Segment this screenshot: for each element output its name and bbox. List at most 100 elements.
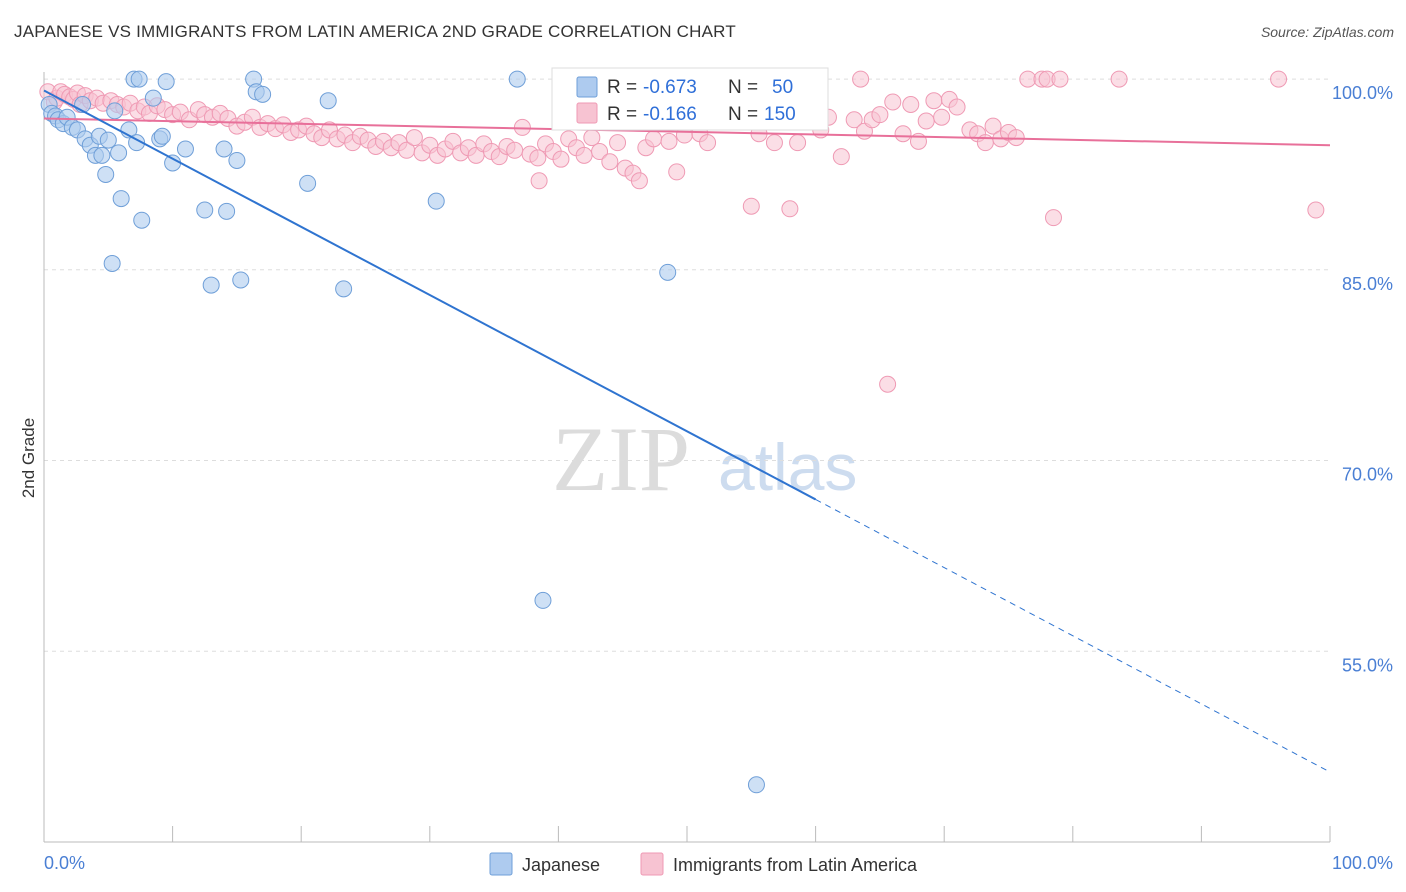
- japanese-point: [335, 280, 353, 298]
- japanese-trend-line: [43, 89, 817, 501]
- japanese-point: [508, 70, 526, 88]
- stats-legend: R = -0.673 N = 50 R = -0.166 N = 150: [551, 67, 829, 131]
- source-credit: Source: ZipAtlas.com: [1260, 24, 1394, 40]
- japanese-point: [153, 127, 171, 145]
- trend-lines: [43, 89, 1331, 773]
- y-tick-label: 55.0%: [1342, 655, 1393, 675]
- stats-r-label-latin-america: R =: [607, 104, 637, 125]
- latin-america-point: [601, 153, 619, 171]
- latin-america-point: [609, 134, 627, 152]
- stats-n-label-japanese: N =: [728, 77, 758, 98]
- japanese-point: [299, 174, 317, 192]
- latin-america-trend-line: [43, 117, 1331, 147]
- japanese-point: [215, 140, 233, 158]
- japanese-point: [128, 134, 146, 152]
- latin-america-point: [948, 98, 966, 116]
- stats-n-value-japanese: 50: [772, 77, 793, 98]
- latin-america-point: [529, 149, 547, 167]
- japanese-point: [110, 144, 128, 162]
- stats-n-label-latin-america: N =: [728, 104, 758, 125]
- latin-america-point: [884, 93, 902, 111]
- legend-label-japanese: Japanese: [522, 855, 600, 875]
- japanese-point: [112, 190, 130, 208]
- latin-america-point: [591, 143, 609, 161]
- japanese-point: [218, 202, 236, 220]
- chart-title: JAPANESE VS IMMIGRANTS FROM LATIN AMERIC…: [14, 22, 736, 41]
- latin-america-point: [1051, 70, 1069, 88]
- y-tick-label: 100.0%: [1332, 83, 1393, 103]
- x-tick-label: 100.0%: [1332, 853, 1393, 873]
- watermark: ZIP atlas: [552, 408, 857, 510]
- japanese-point: [99, 131, 117, 149]
- latin-america-point: [925, 92, 943, 110]
- japanese-point: [254, 85, 272, 103]
- latin-america-point: [1045, 209, 1063, 227]
- latin-america-point: [575, 146, 593, 164]
- japanese-point: [130, 70, 148, 88]
- legend-swatch-latin-america: [640, 852, 664, 876]
- latin-america-point: [1110, 70, 1128, 88]
- latin-america-point: [583, 129, 601, 147]
- japanese-point: [196, 201, 214, 219]
- latin-america-point: [552, 150, 570, 168]
- japanese-point: [144, 89, 162, 107]
- japanese-point: [747, 776, 765, 794]
- latin-america-point: [845, 111, 863, 129]
- latin-america-point: [506, 141, 524, 159]
- axes: [43, 72, 1331, 843]
- latin-america-point: [917, 112, 935, 130]
- stats-box-frame: [551, 67, 829, 131]
- japanese-trend-extension: [815, 499, 1331, 773]
- legend-swatch-japanese: [489, 852, 513, 876]
- latin-america-point: [871, 106, 889, 124]
- stats-r-value-latin-america: -0.166: [643, 104, 697, 125]
- stats-r-label-japanese: R =: [607, 77, 637, 98]
- japanese-point: [319, 92, 337, 110]
- legend-label-latin-america: Immigrants from Latin America: [673, 855, 918, 875]
- japanese-point: [133, 211, 151, 229]
- latin-america-point: [660, 132, 678, 150]
- latin-america-point: [668, 163, 686, 181]
- latin-america-point: [1270, 70, 1288, 88]
- watermark-zip: ZIP: [552, 408, 690, 510]
- japanese-point: [93, 146, 111, 164]
- bottom-legend: Japanese Immigrants from Latin America: [489, 852, 918, 876]
- latin-america-point: [789, 134, 807, 152]
- japanese-point: [427, 192, 445, 210]
- latin-america-point: [781, 200, 799, 218]
- latin-america-point: [984, 117, 1002, 135]
- latin-america-point: [1019, 70, 1037, 88]
- latin-america-point: [1307, 201, 1325, 219]
- watermark-atlas: atlas: [718, 430, 857, 504]
- y-axis-label: 2nd Grade: [19, 418, 38, 498]
- japanese-point: [232, 271, 250, 289]
- japanese-point: [534, 591, 552, 609]
- latin-america-point: [742, 197, 760, 215]
- japanese-point: [228, 151, 246, 169]
- latin-america-point: [765, 134, 783, 152]
- latin-america-point: [902, 96, 920, 114]
- latin-america-point: [933, 108, 951, 126]
- stats-swatch-latin-america: [576, 102, 598, 124]
- latin-america-point: [832, 148, 850, 166]
- japanese-point: [176, 140, 194, 158]
- latin-america-point: [852, 70, 870, 88]
- japanese-point: [659, 263, 677, 281]
- stats-n-value-latin-america: 150: [764, 104, 796, 125]
- japanese-point: [157, 73, 175, 91]
- latin-america-point: [699, 134, 717, 152]
- latin-america-point: [530, 172, 548, 190]
- latin-america-point: [879, 375, 897, 393]
- y-tick-label: 85.0%: [1342, 274, 1393, 294]
- latin-america-point: [645, 130, 663, 148]
- japanese-point: [106, 102, 124, 120]
- latin-america-point: [894, 125, 912, 143]
- stats-swatch-japanese: [576, 76, 598, 98]
- japanese-point: [103, 254, 121, 272]
- y-tick-labels: 100.0% 85.0% 70.0% 55.0%: [1332, 83, 1393, 675]
- latin-america-point: [630, 172, 648, 190]
- japanese-point: [202, 276, 220, 294]
- japanese-point: [164, 154, 182, 172]
- latin-america-point: [405, 129, 423, 147]
